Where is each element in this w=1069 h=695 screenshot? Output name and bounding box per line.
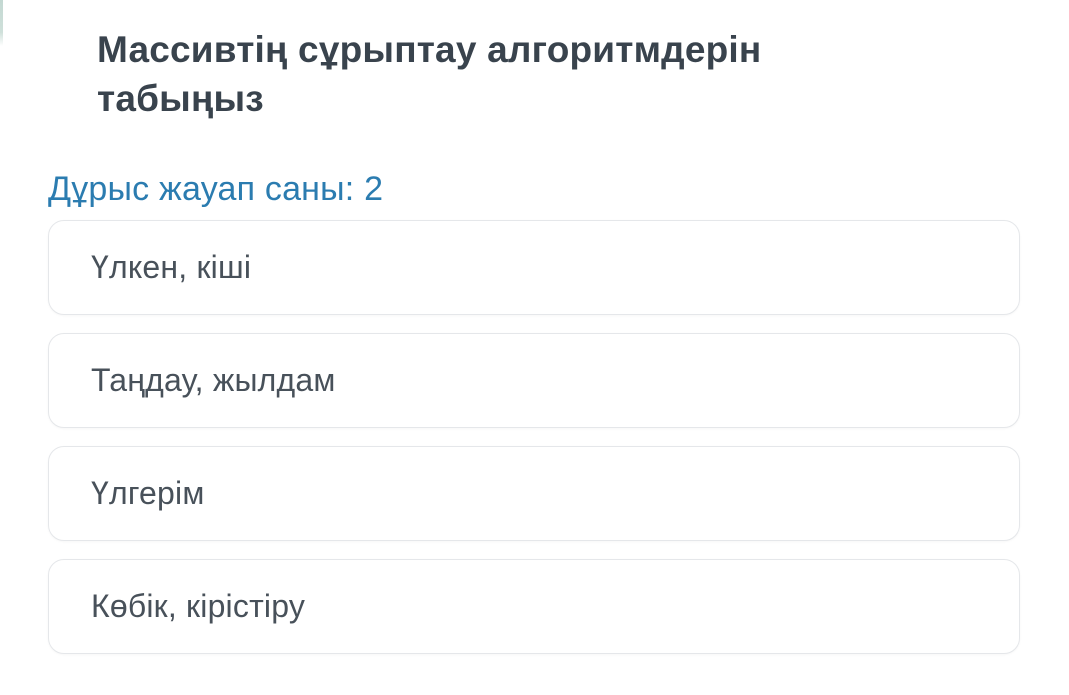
left-accent-line [0,0,3,46]
option-card-2[interactable]: Таңдау, жылдам [48,332,1020,428]
option-card-4[interactable]: Көбік, кірістіру [48,558,1020,654]
option-label: Көбік, кірістіру [91,587,306,624]
option-card-3[interactable]: Үлгерім [48,445,1020,541]
options-list: Үлкен, кіші Таңдау, жылдам Үлгерім Көбік… [48,219,1021,654]
correct-answer-count-label: Дұрыс жауап саны: 2 [48,169,384,208]
option-label: Үлкен, кіші [91,248,252,285]
question-title: Массивтің сұрыптау алгоритмдерін табыңыз [97,29,762,119]
option-label: Таңдау, жылдам [91,361,336,398]
question-area: Массивтің сұрыптау алгоритмдерін табыңыз… [48,29,1021,654]
option-card-1[interactable]: Үлкен, кіші [48,219,1020,315]
option-label: Үлгерім [91,474,205,511]
